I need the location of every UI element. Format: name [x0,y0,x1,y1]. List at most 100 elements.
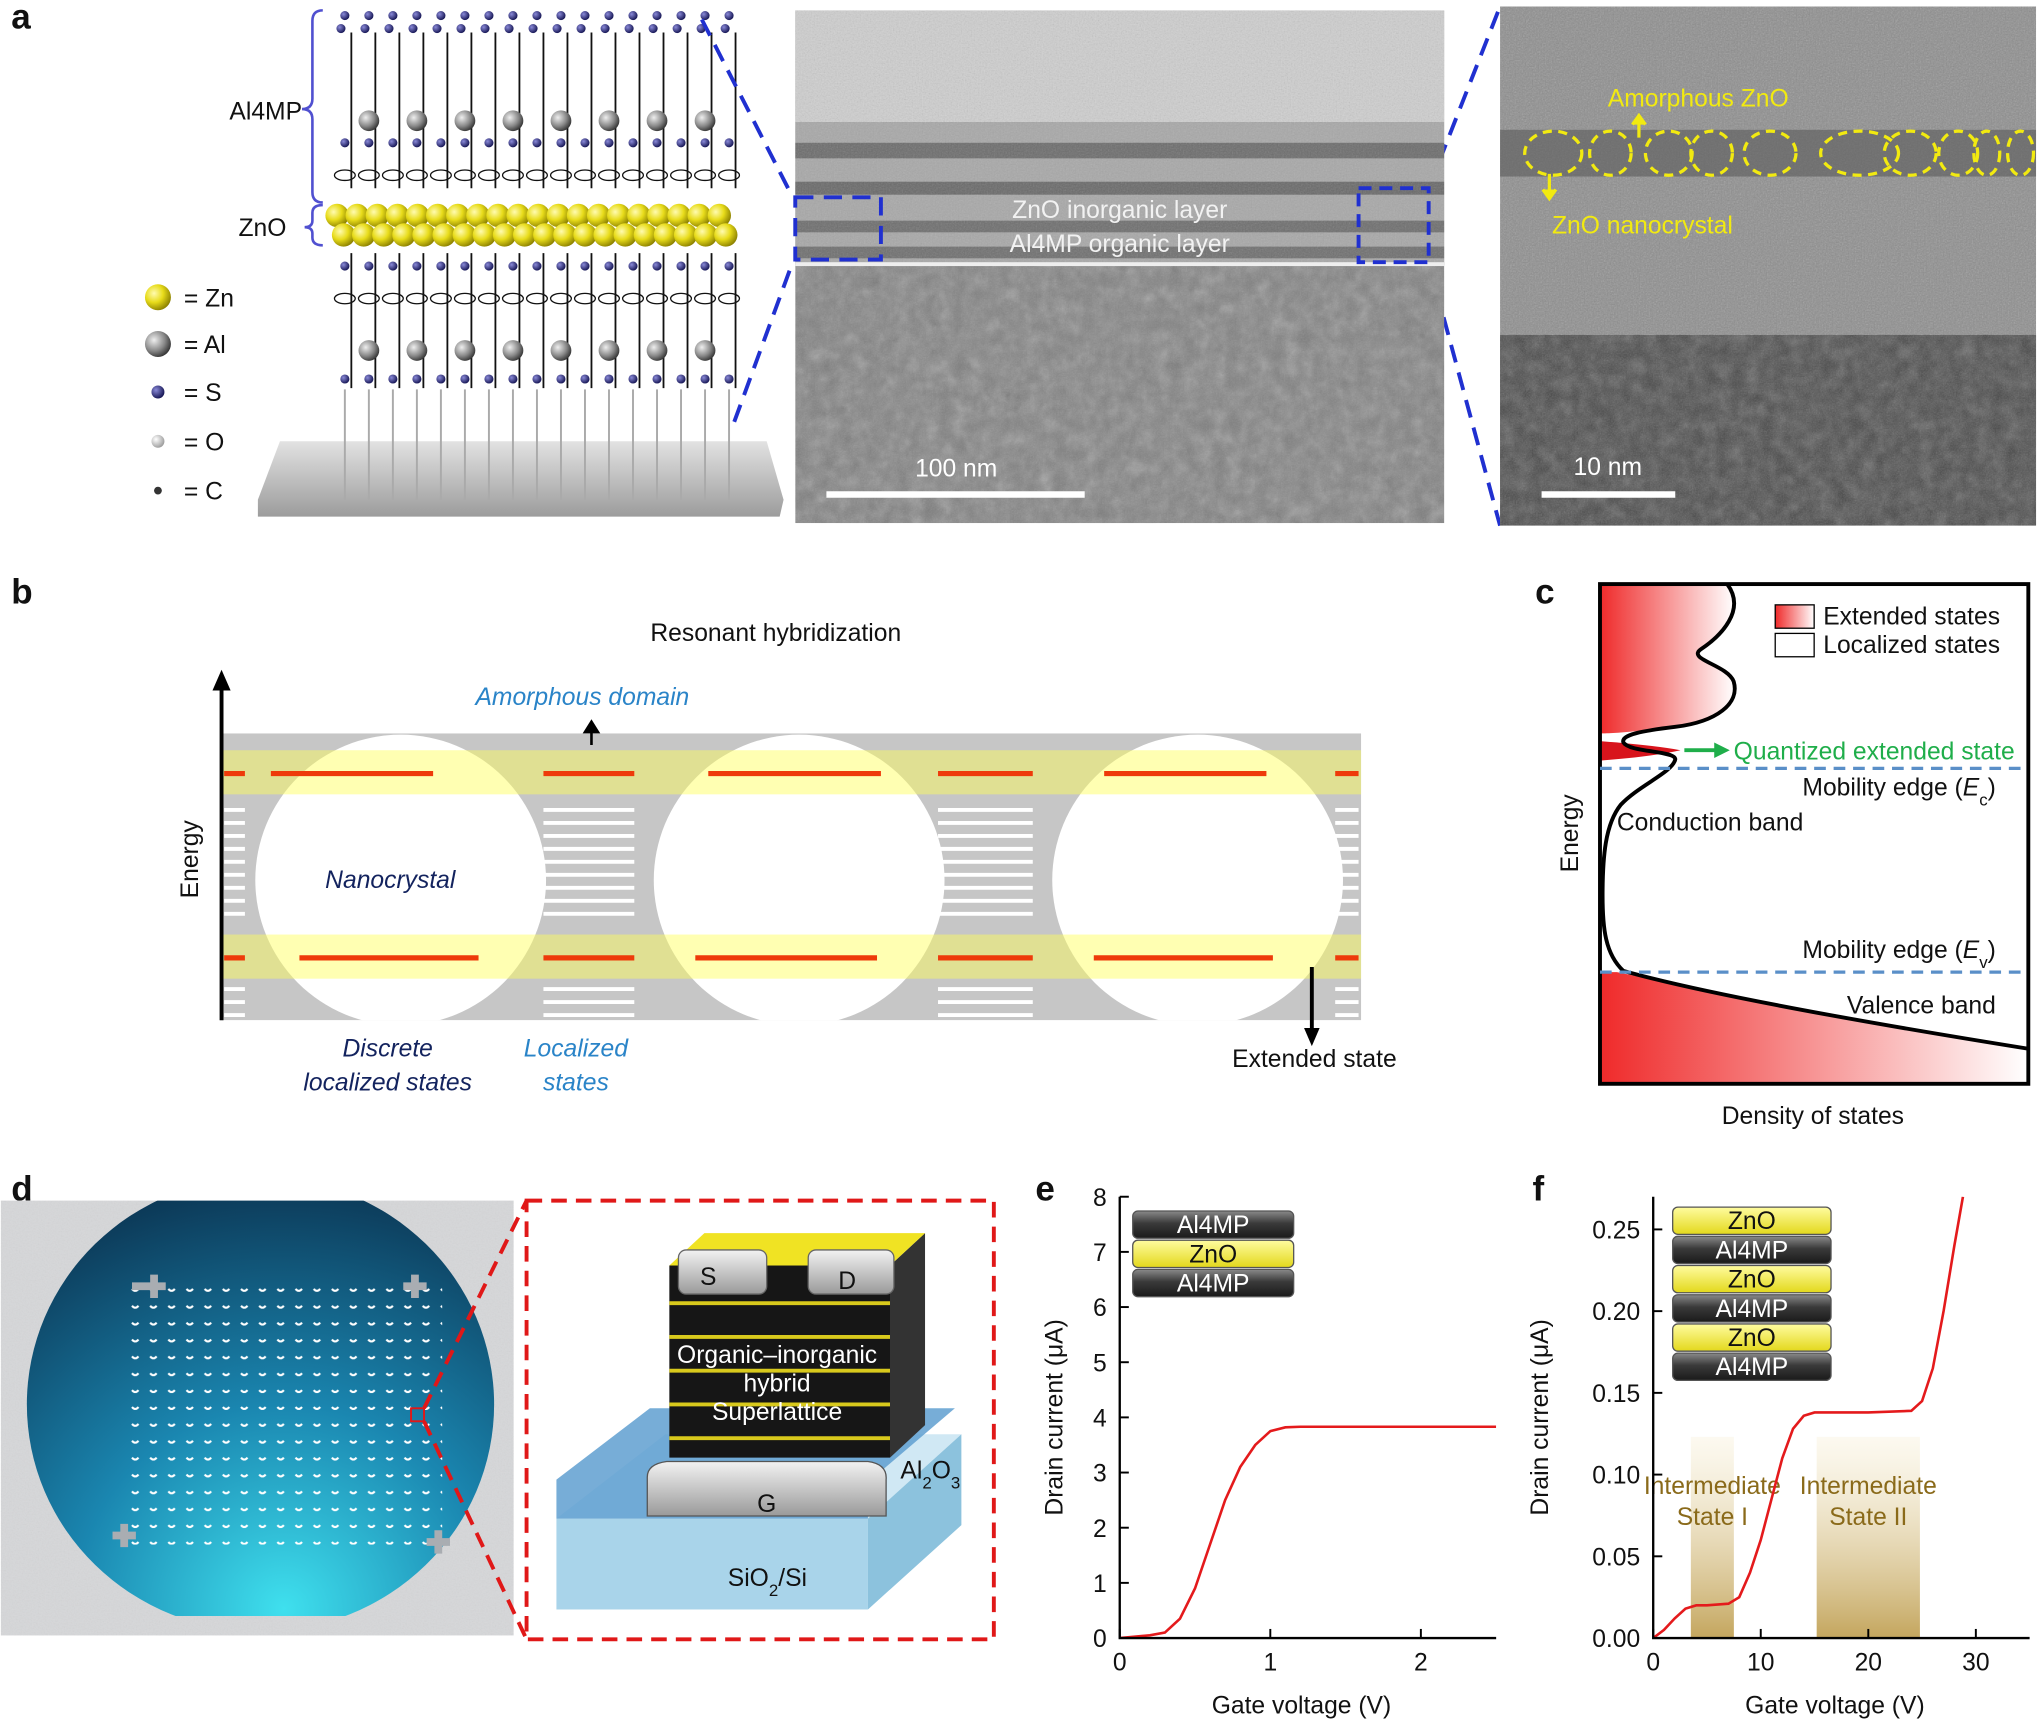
panel-title: Resonant hybridization [650,620,901,647]
annotation: Localized [524,1036,629,1063]
text-part: O [932,1457,951,1484]
atom [566,203,591,228]
nanocrystal-outline [1972,129,2002,177]
atom [508,138,518,148]
atom [546,203,571,228]
x-tick-label: 0 [1113,1649,1127,1676]
atom [556,261,566,271]
y-axis-label: Drain current (μA) [1527,1319,1554,1515]
atom [504,24,514,34]
y-axis-label: Drain current (μA) [1042,1319,1069,1515]
atom [687,203,711,228]
atom [456,24,466,34]
ring [501,169,524,182]
atom [624,24,634,34]
atom [550,110,572,132]
annotation: Amorphous domain [473,684,689,711]
shape [224,734,1359,1021]
atom [714,223,738,247]
device-label: Al2O3 [900,1457,960,1491]
legend-text: = S [184,380,222,407]
atom [340,11,350,21]
annotation: states [543,1069,609,1096]
brace [304,203,323,247]
atom [365,203,389,228]
y-tick-label: 6 [1093,1295,1107,1322]
shape [890,1233,926,1458]
ring [405,292,428,305]
axis-label: Density of states [1722,1103,1904,1130]
y-tick-label: 2 [1093,1516,1107,1543]
atom [405,203,430,228]
shape [867,1434,962,1610]
text-part: ) [1988,937,1996,964]
arrow [1631,112,1647,138]
y-tick-label: 5 [1093,1350,1107,1377]
legend-atom [154,486,162,495]
ring [694,292,717,305]
atom [432,223,456,247]
atom [340,261,350,271]
atom [676,138,686,148]
ring [718,292,741,305]
y-tick-label: 4 [1093,1405,1107,1432]
atom [552,24,562,34]
inset-label: ZnO [1189,1241,1237,1268]
atom [673,223,698,247]
atom [700,374,710,384]
atom [388,11,398,21]
atom [364,261,374,271]
layer-label: Al4MP [229,98,302,125]
atom [676,374,686,384]
legend-text: = O [184,429,224,456]
ring [621,292,645,305]
text-part: 3 [951,1473,960,1492]
ring [694,169,717,182]
atom [388,138,398,148]
atom [384,24,394,34]
brace [301,9,323,204]
y-tick-label: 3 [1093,1461,1107,1488]
atom [646,110,668,132]
arrow [582,719,601,746]
atom [646,340,668,361]
atom [340,374,350,384]
axis [1118,1196,1497,1640]
atom [724,138,734,148]
molecular-schematic [257,11,784,517]
y-tick-label: 0.20 [1592,1299,1640,1326]
shape [795,10,1445,123]
atom [460,138,470,148]
device-label: SiO2/Si [728,1565,807,1600]
atom [533,223,557,247]
text-part: Mobility edge ( [1802,775,1963,802]
annotation: ZnO nanocrystal [1552,213,1733,240]
text-part: /Si [778,1565,807,1592]
atom [607,203,631,228]
text-part: 2 [769,1581,778,1600]
atom [532,11,542,21]
ring [525,292,548,305]
inset-label: Al4MP [1177,1270,1250,1297]
shape [1598,582,2031,1086]
x-tick-label: 30 [1962,1649,1989,1676]
atom [358,340,380,361]
ring [525,169,548,182]
annotation: Valence band [1847,993,1996,1020]
atom [598,340,620,361]
panel-label: d [11,1170,32,1209]
inset-layer [1672,1294,1832,1323]
annotation: Mobility edge (Ev) [1802,937,1995,971]
y-tick-label: 0.25 [1592,1218,1640,1245]
atom [694,223,718,247]
atom [652,261,662,271]
x-tick-label: 20 [1855,1649,1882,1676]
atom [556,138,566,148]
device-schematic [556,1233,962,1610]
panel-label: a [11,0,31,37]
x-tick-label: 10 [1747,1649,1774,1676]
legend-atom [151,434,165,448]
state-band [1690,1436,1734,1639]
